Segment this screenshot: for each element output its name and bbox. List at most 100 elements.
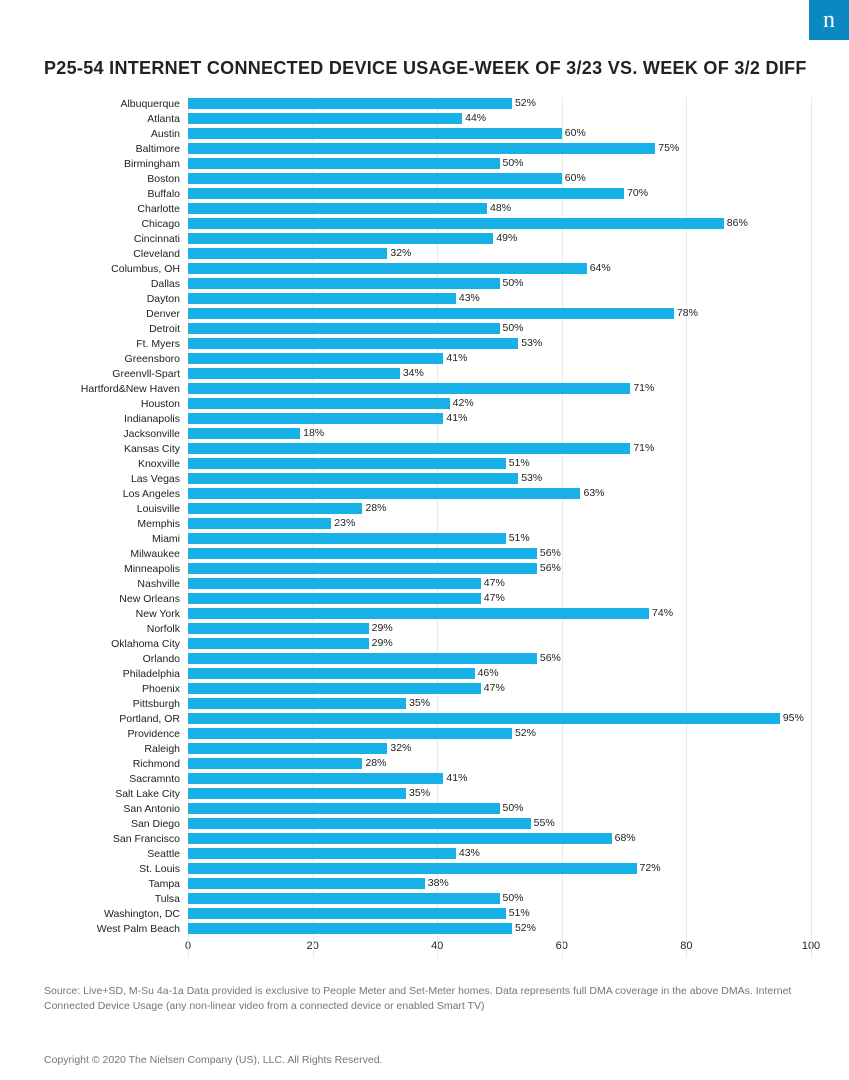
bar <box>188 698 406 709</box>
bar-value: 18% <box>300 427 324 439</box>
bar-label: Tulsa <box>38 893 188 905</box>
bar-value: 50% <box>500 157 524 169</box>
bar-label: Dayton <box>38 293 188 305</box>
bar-row: Memphis23% <box>38 517 811 531</box>
bar-label: Tampa <box>38 878 188 890</box>
bar-label: Ft. Myers <box>38 338 188 350</box>
bar <box>188 623 369 634</box>
bar-label: Baltimore <box>38 143 188 155</box>
bar <box>188 263 587 274</box>
bar-row: San Diego55% <box>38 817 811 831</box>
bar-row: Kansas City71% <box>38 442 811 456</box>
bar-value: 71% <box>630 442 654 454</box>
bar-row: Albuquerque52% <box>38 97 811 111</box>
bar-value: 56% <box>537 547 561 559</box>
bar-label: Oklahoma City <box>38 638 188 650</box>
bar-row: Sacramnto41% <box>38 772 811 786</box>
bar-track: 32% <box>188 248 811 259</box>
bar-row: Austin 60% <box>38 127 811 141</box>
bar-value: 60% <box>562 172 586 184</box>
bar-value: 43% <box>456 292 480 304</box>
gridline <box>811 97 812 958</box>
bar-value: 32% <box>387 247 411 259</box>
axis-tick: 20 <box>306 940 318 952</box>
bar-row: Baltimore 75% <box>38 142 811 156</box>
source-text: Source: Live+SD, M-Su 4a-1a Data provide… <box>38 984 811 1014</box>
bar-label: St. Louis <box>38 863 188 875</box>
bar-value: 63% <box>580 487 604 499</box>
bar-value: 51% <box>506 457 530 469</box>
bar-track: 70% <box>188 188 811 199</box>
bar-track: 29% <box>188 623 811 634</box>
bar-value: 49% <box>493 232 517 244</box>
bar-value: 42% <box>450 397 474 409</box>
bar-track: 95% <box>188 713 811 724</box>
bar-track: 46% <box>188 668 811 679</box>
bar-value: 50% <box>500 892 524 904</box>
bar-label: San Diego <box>38 818 188 830</box>
bar-label: Las Vegas <box>38 473 188 485</box>
bar-label: Knoxville <box>38 458 188 470</box>
bar-row: Cleveland32% <box>38 247 811 261</box>
bar-label: Miami <box>38 533 188 545</box>
bar-row: Norfolk29% <box>38 622 811 636</box>
bar-row: Greenvll-Spart 34% <box>38 367 811 381</box>
bar <box>188 833 612 844</box>
copyright-text: Copyright © 2020 The Nielsen Company (US… <box>0 1054 849 1080</box>
bar-value: 34% <box>400 367 424 379</box>
bar <box>188 563 537 574</box>
bar <box>188 398 450 409</box>
bar-value: 28% <box>362 502 386 514</box>
bar <box>188 353 443 364</box>
bar-track: 60% <box>188 173 811 184</box>
bar-row: St. Louis 72% <box>38 862 811 876</box>
bar <box>188 368 400 379</box>
bar-value: 60% <box>562 127 586 139</box>
bar-track: 49% <box>188 233 811 244</box>
bar-track: 18% <box>188 428 811 439</box>
bar-track: 34% <box>188 368 811 379</box>
bar-row: Salt Lake City35% <box>38 787 811 801</box>
bar <box>188 518 331 529</box>
bar-label: West Palm Beach <box>38 923 188 935</box>
bar-track: 51% <box>188 908 811 919</box>
bar-value: 51% <box>506 532 530 544</box>
bar-label: New Orleans <box>38 593 188 605</box>
bar-track: 71% <box>188 443 811 454</box>
bar-track: 41% <box>188 353 811 364</box>
bar <box>188 113 462 124</box>
bar-track: 60% <box>188 128 811 139</box>
bar <box>188 608 649 619</box>
bar-row: Providence52% <box>38 727 811 741</box>
bar-value: 75% <box>655 142 679 154</box>
bar-value: 50% <box>500 277 524 289</box>
bar-value: 38% <box>425 877 449 889</box>
bar-row: Charlotte48% <box>38 202 811 216</box>
bar-label: Greenvll-Spart <box>38 368 188 380</box>
bar <box>188 128 562 139</box>
bar-row: Houston42% <box>38 397 811 411</box>
bar-label: Jacksonville <box>38 428 188 440</box>
bar-label: Austin <box>38 128 188 140</box>
bar-track: 64% <box>188 263 811 274</box>
bar <box>188 188 624 199</box>
bar-value: 72% <box>637 862 661 874</box>
bar-value: 53% <box>518 337 542 349</box>
bar <box>188 248 387 259</box>
bar-label: Columbus, OH <box>38 263 188 275</box>
bar-track: 47% <box>188 578 811 589</box>
bar-track: 28% <box>188 503 811 514</box>
bar-row: Knoxville 51% <box>38 457 811 471</box>
bar-label: Charlotte <box>38 203 188 215</box>
bar-label: Indianapolis <box>38 413 188 425</box>
bar-row: Las Vegas53% <box>38 472 811 486</box>
bar-label: Boston <box>38 173 188 185</box>
bar-track: 38% <box>188 878 811 889</box>
bar-track: 53% <box>188 473 811 484</box>
bar-row: Philadelphia46% <box>38 667 811 681</box>
bar-label: Birmingham <box>38 158 188 170</box>
bar-label: Memphis <box>38 518 188 530</box>
bar <box>188 803 500 814</box>
bar <box>188 578 481 589</box>
bar-value: 78% <box>674 307 698 319</box>
